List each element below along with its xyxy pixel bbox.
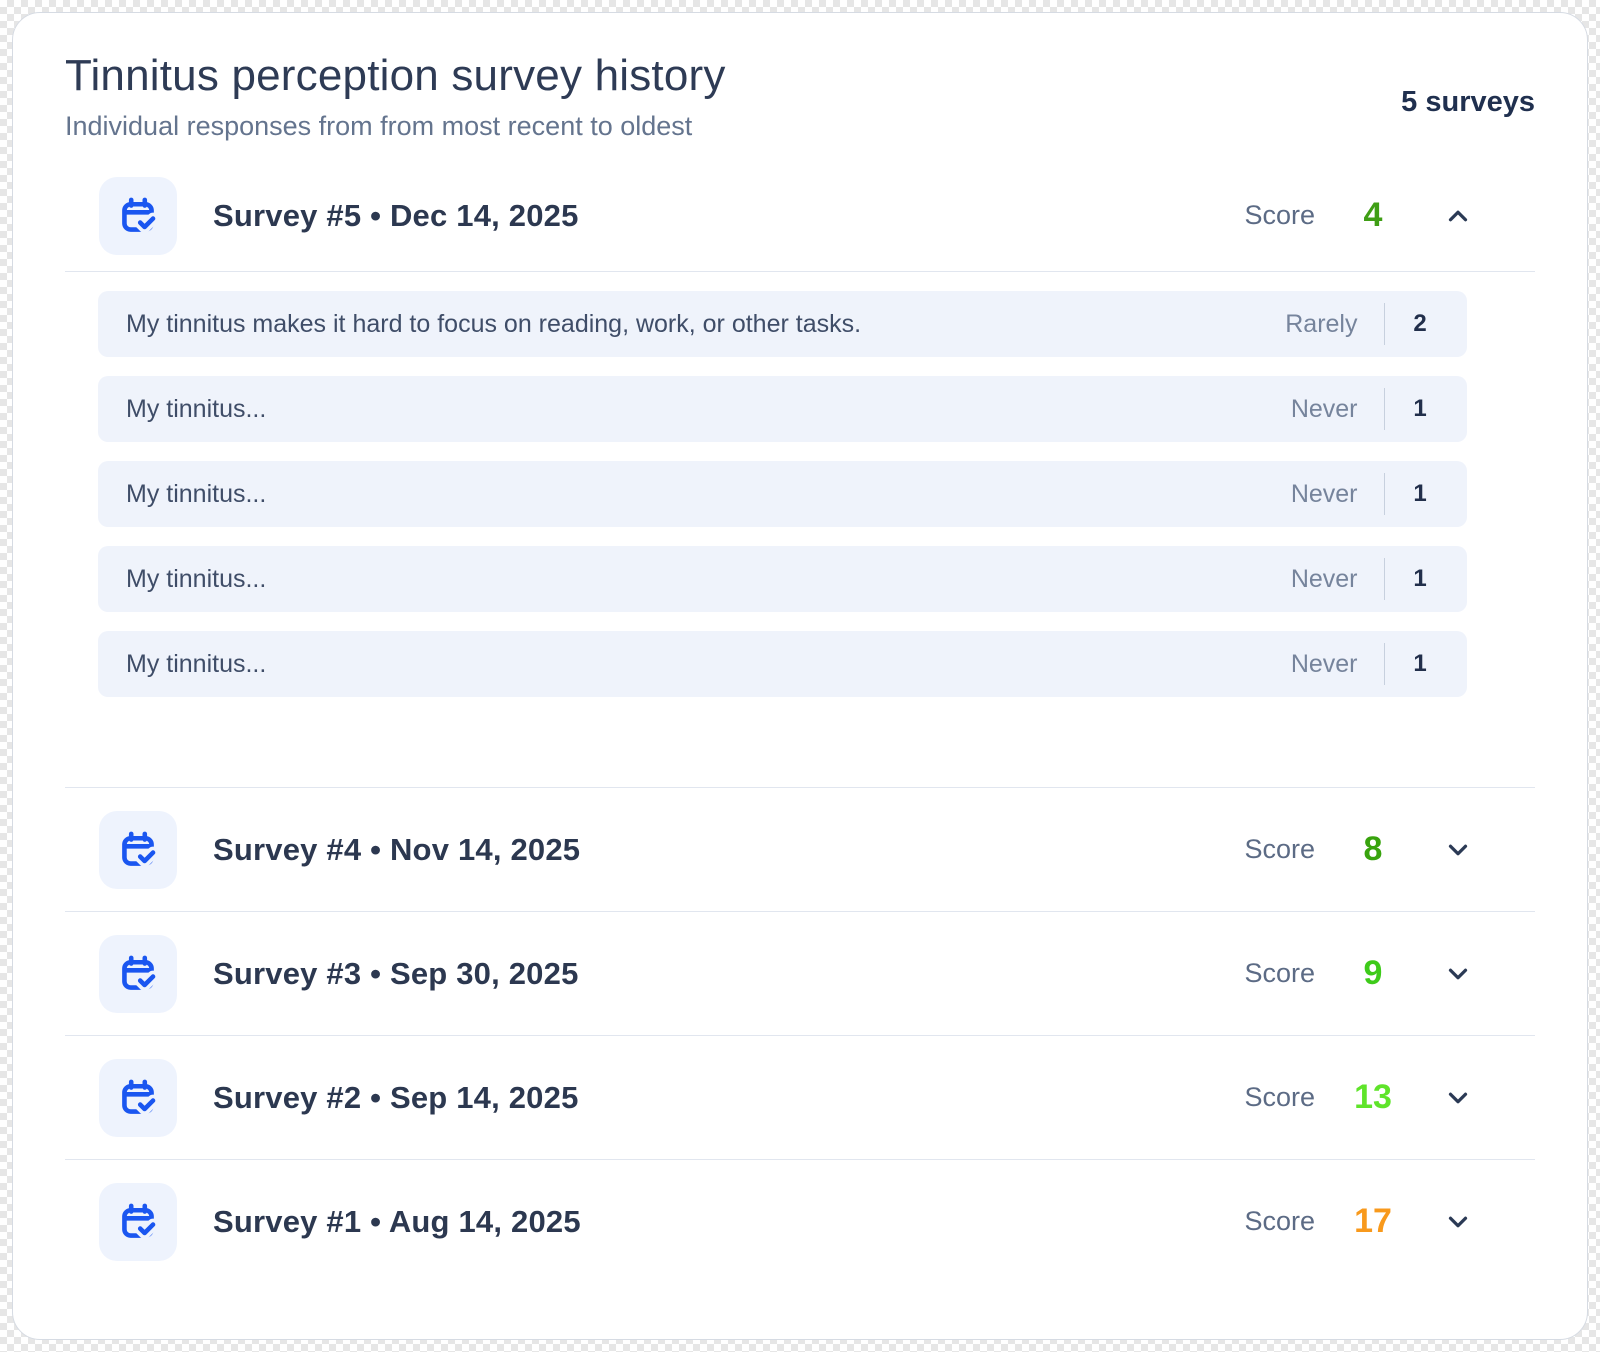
answer-value: 2: [1413, 310, 1427, 337]
question-answer-group: Never 1: [1291, 388, 1429, 430]
calendar-check-icon: [99, 934, 177, 1013]
score-value: 8: [1363, 830, 1383, 868]
chevron-down-icon[interactable]: [1443, 1207, 1473, 1237]
question-text: My tinnitus...: [126, 479, 267, 508]
question-text: My tinnitus...: [126, 649, 267, 678]
survey-section: Survey #2 • Sep 14, 2025 Score 13: [65, 1035, 1535, 1159]
answer-value: 1: [1413, 395, 1427, 422]
question-answer-group: Never 1: [1291, 558, 1429, 600]
survey-history-card: Tinnitus perception survey history Indiv…: [12, 12, 1588, 1340]
score-label: Score: [1244, 1082, 1315, 1112]
question-answer-group: Never 1: [1291, 473, 1429, 515]
survey-header[interactable]: Survey #3 • Sep 30, 2025 Score 9: [65, 912, 1535, 1035]
page-title: Tinnitus perception survey history: [65, 51, 726, 100]
survey-section: Survey #3 • Sep 30, 2025 Score 9: [65, 911, 1535, 1035]
heading-block: Tinnitus perception survey history Indiv…: [65, 51, 726, 142]
answer-label: Never: [1290, 479, 1358, 508]
survey-header-right: Score 17: [1244, 1202, 1473, 1241]
score-label: Score: [1244, 834, 1315, 864]
survey-section: Survey #5 • Dec 14, 2025 Score 4 My tinn…: [65, 160, 1535, 787]
answer-divider: [1383, 303, 1385, 345]
answer-divider: [1383, 643, 1385, 685]
question-row: My tinnitus... Never 1: [98, 546, 1467, 612]
survey-section: Survey #1 • Aug 14, 2025 Score 17: [65, 1159, 1535, 1283]
question-text: My tinnitus...: [126, 564, 267, 593]
question-list: My tinnitus makes it hard to focus on re…: [65, 291, 1535, 787]
chevron-down-icon[interactable]: [1443, 1083, 1473, 1113]
survey-header[interactable]: Survey #2 • Sep 14, 2025 Score 13: [65, 1036, 1535, 1159]
answer-label: Rarely: [1285, 309, 1358, 338]
question-row: My tinnitus... Never 1: [98, 376, 1467, 442]
calendar-check-icon: [99, 176, 177, 255]
answer-divider: [1383, 388, 1385, 430]
survey-label: Survey #4 • Nov 14, 2025: [213, 831, 581, 867]
score-value: 13: [1354, 1078, 1392, 1116]
question-answer-group: Rarely 2: [1285, 303, 1429, 345]
question-row: My tinnitus makes it hard to focus on re…: [98, 291, 1467, 357]
answer-label: Never: [1290, 564, 1358, 593]
chevron-up-icon[interactable]: [1443, 201, 1473, 231]
question-text: My tinnitus...: [126, 394, 267, 423]
question-answer-group: Never 1: [1291, 643, 1429, 685]
card-header: Tinnitus perception survey history Indiv…: [65, 51, 1535, 142]
answer-value: 1: [1413, 565, 1427, 592]
survey-label: Survey #3 • Sep 30, 2025: [213, 955, 579, 991]
answer-value: 1: [1413, 480, 1427, 507]
answer-label: Never: [1290, 649, 1358, 678]
calendar-check-icon: [99, 810, 177, 889]
survey-list: Survey #5 • Dec 14, 2025 Score 4 My tinn…: [65, 160, 1535, 1283]
survey-section: Survey #4 • Nov 14, 2025 Score 8: [65, 787, 1535, 911]
score-value: 9: [1363, 954, 1383, 992]
score-label: Score: [1244, 958, 1315, 988]
survey-header-right: Score 13: [1244, 1078, 1473, 1117]
score-value: 17: [1354, 1202, 1392, 1240]
survey-header-right: Score 9: [1244, 954, 1473, 993]
survey-header-right: Score 4: [1244, 196, 1473, 235]
score-value: 4: [1363, 196, 1383, 234]
answer-value: 1: [1413, 650, 1427, 677]
answer-divider: [1383, 558, 1385, 600]
page-subtitle: Individual responses from from most rece…: [65, 111, 693, 141]
survey-count: 5 surveys: [1401, 86, 1535, 118]
question-row: My tinnitus... Never 1: [98, 631, 1467, 697]
chevron-down-icon[interactable]: [1443, 835, 1473, 865]
survey-label: Survey #1 • Aug 14, 2025: [213, 1203, 581, 1239]
survey-label: Survey #2 • Sep 14, 2025: [213, 1079, 579, 1115]
survey-header[interactable]: Survey #4 • Nov 14, 2025 Score 8: [65, 788, 1535, 911]
score-label: Score: [1244, 200, 1315, 230]
calendar-check-icon: [99, 1058, 177, 1137]
chevron-down-icon[interactable]: [1443, 959, 1473, 989]
answer-label: Never: [1290, 394, 1358, 423]
question-text: My tinnitus makes it hard to focus on re…: [126, 309, 862, 338]
survey-header[interactable]: Survey #5 • Dec 14, 2025 Score 4: [65, 160, 1535, 272]
survey-header-right: Score 8: [1244, 830, 1473, 869]
calendar-check-icon: [99, 1182, 177, 1261]
score-label: Score: [1244, 1206, 1315, 1236]
answer-divider: [1383, 473, 1385, 515]
survey-label: Survey #5 • Dec 14, 2025: [213, 197, 579, 233]
question-row: My tinnitus... Never 1: [98, 461, 1467, 527]
survey-header[interactable]: Survey #1 • Aug 14, 2025 Score 17: [65, 1160, 1535, 1283]
